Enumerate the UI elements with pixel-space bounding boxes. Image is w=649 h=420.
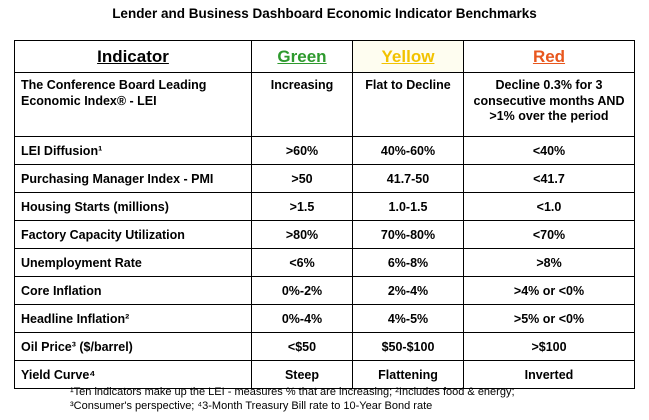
yellow-cell: Flat to Decline bbox=[352, 72, 464, 137]
red-cell: Inverted bbox=[463, 360, 635, 389]
red-cell: Decline 0.3% for 3 consecutive months AN… bbox=[463, 72, 635, 137]
table-row: Housing Starts (millions) >1.5 1.0-1.5 <1.0 bbox=[14, 192, 635, 221]
header-yellow: Yellow bbox=[352, 40, 464, 73]
indicator-cell: Housing Starts (millions) bbox=[14, 192, 252, 221]
yellow-cell: $50-$100 bbox=[352, 332, 464, 361]
red-cell: <41.7 bbox=[463, 164, 635, 193]
yellow-cell: 41.7-50 bbox=[352, 164, 464, 193]
header-green: Green bbox=[251, 40, 353, 73]
red-cell: >4% or <0% bbox=[463, 276, 635, 305]
table-row: Unemployment Rate <6% 6%-8% >8% bbox=[14, 248, 635, 277]
red-cell: <70% bbox=[463, 220, 635, 249]
yellow-cell: 6%-8% bbox=[352, 248, 464, 277]
indicator-cell: Factory Capacity Utilization bbox=[14, 220, 252, 249]
header-red: Red bbox=[463, 40, 635, 73]
indicator-cell: Core Inflation bbox=[14, 276, 252, 305]
red-cell: <40% bbox=[463, 136, 635, 165]
yellow-cell: Flattening bbox=[352, 360, 464, 389]
table-row: Factory Capacity Utilization >80% 70%-80% <… bbox=[14, 220, 635, 249]
indicator-cell: Unemployment Rate bbox=[14, 248, 252, 277]
table-row: Core Inflation 0%-2% 2%-4% >4% or <0% bbox=[14, 276, 635, 305]
red-cell: >$100 bbox=[463, 332, 635, 361]
yellow-cell: 4%-5% bbox=[352, 304, 464, 333]
indicator-cell: Headline Inflation² bbox=[14, 304, 252, 333]
table-row: Yield Curve⁴ Steep Flattening Inverted bbox=[14, 360, 635, 389]
green-cell: Steep bbox=[251, 360, 353, 389]
red-cell: <1.0 bbox=[463, 192, 635, 221]
green-cell: <6% bbox=[251, 248, 353, 277]
page-title: Lender and Business Dashboard Economic I… bbox=[112, 6, 537, 21]
table-row: The Conference Board Leading Economic In… bbox=[14, 72, 635, 137]
benchmark-table: Indicator Green Yellow Red The Conferenc… bbox=[14, 40, 635, 389]
yellow-cell: 40%-60% bbox=[352, 136, 464, 165]
table-row: LEI Diffusion¹ >60% 40%-60% <40% bbox=[14, 136, 635, 165]
indicator-cell: The Conference Board Leading Economic In… bbox=[14, 72, 252, 137]
green-cell: Increasing bbox=[251, 72, 353, 137]
green-cell: <$50 bbox=[251, 332, 353, 361]
indicator-cell: LEI Diffusion¹ bbox=[14, 136, 252, 165]
green-cell: >50 bbox=[251, 164, 353, 193]
yellow-cell: 2%-4% bbox=[352, 276, 464, 305]
green-cell: >80% bbox=[251, 220, 353, 249]
green-cell: 0%-2% bbox=[251, 276, 353, 305]
green-cell: >60% bbox=[251, 136, 353, 165]
yellow-cell: 70%-80% bbox=[352, 220, 464, 249]
yellow-cell: 1.0-1.5 bbox=[352, 192, 464, 221]
header-row: Indicator Green Yellow Red bbox=[14, 40, 635, 73]
table-row: Purchasing Manager Index - PMI >50 41.7-50… bbox=[14, 164, 635, 193]
footnote-line-1: ¹Ten indicators make up the LEI - measur… bbox=[70, 386, 515, 398]
indicator-cell: Purchasing Manager Index - PMI bbox=[14, 164, 252, 193]
green-cell: >1.5 bbox=[251, 192, 353, 221]
indicator-cell: Oil Price³ ($/barrel) bbox=[14, 332, 252, 361]
green-cell: 0%-4% bbox=[251, 304, 353, 333]
footnote-line-2: ³Consumer's perspective; ⁴3-Month Treasu… bbox=[70, 400, 433, 412]
red-cell: >8% bbox=[463, 248, 635, 277]
indicator-cell: Yield Curve⁴ bbox=[14, 360, 252, 389]
table-row: Oil Price³ ($/barrel) <$50 $50-$100 >$100 bbox=[14, 332, 635, 361]
table-row: Headline Inflation² 0%-4% 4%-5% >5% or <0% bbox=[14, 304, 635, 333]
red-cell: >5% or <0% bbox=[463, 304, 635, 333]
header-indicator: Indicator bbox=[14, 40, 252, 73]
